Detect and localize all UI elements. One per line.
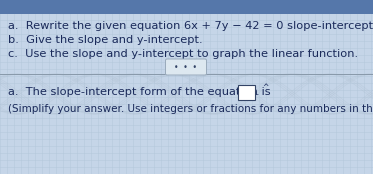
Text: a.  Rewrite the given equation 6x + 7y − 42 = 0 slope-intercept form.: a. Rewrite the given equation 6x + 7y − … — [8, 21, 373, 31]
Text: .: . — [256, 87, 260, 97]
Bar — [0, 0, 373, 14]
Text: ^: ^ — [262, 84, 269, 93]
Text: c.  Use the slope and y-intercept to graph the linear function.: c. Use the slope and y-intercept to grap… — [8, 49, 358, 59]
Text: •  •  •: • • • — [175, 62, 197, 72]
Text: (Simplify your answer. Use integers or fractions for any numbers in the equation: (Simplify your answer. Use integers or f… — [8, 104, 373, 114]
Text: b.  Give the slope and y-intercept.: b. Give the slope and y-intercept. — [8, 35, 203, 45]
FancyBboxPatch shape — [166, 59, 207, 75]
FancyBboxPatch shape — [238, 85, 254, 100]
Text: a.  The slope-intercept form of the equation is: a. The slope-intercept form of the equat… — [8, 87, 271, 97]
